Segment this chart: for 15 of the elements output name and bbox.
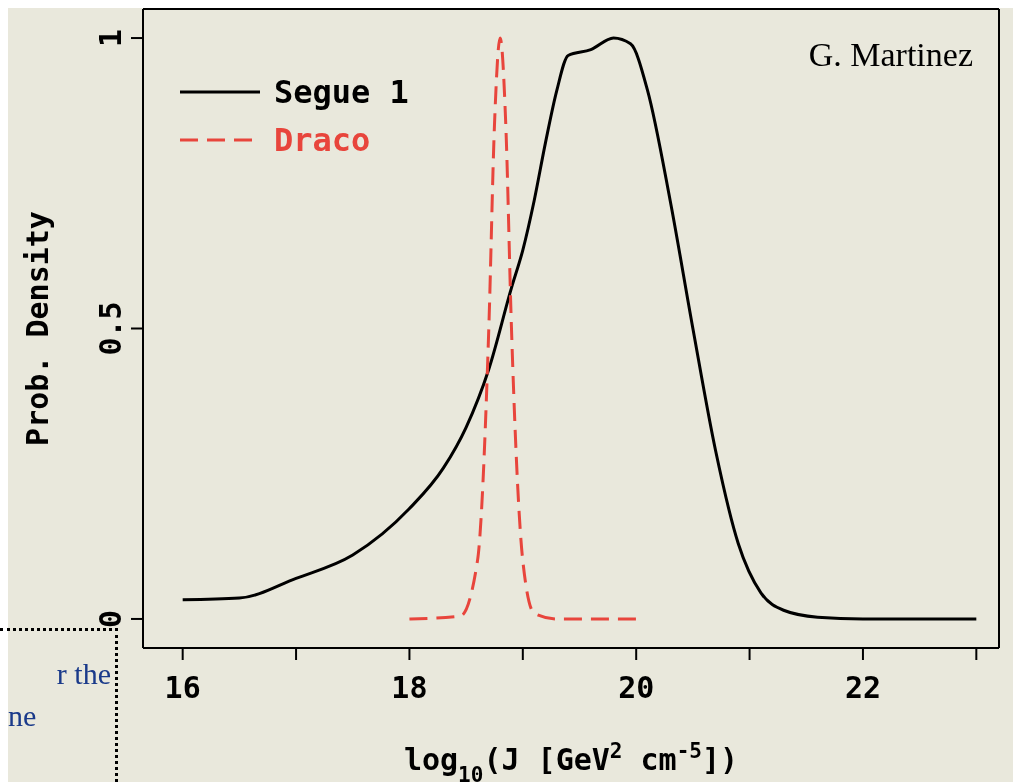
y-tick-label: 0.5 xyxy=(93,301,128,356)
legend-label: Segue 1 xyxy=(274,73,409,111)
x-tick-label: 20 xyxy=(618,670,655,705)
line-series xyxy=(181,36,978,621)
annotation: G. Martinez xyxy=(808,36,973,74)
x-tick-label: 18 xyxy=(391,670,428,705)
y-tick-label: 1 xyxy=(93,29,128,48)
line-series xyxy=(407,36,638,621)
x-axis-title: log$_{10}$(J [GeV$^{2}$ cm$^{-5}$]) xyxy=(403,739,739,782)
x-tick-label: 22 xyxy=(844,670,882,705)
y-axis-title: Prob. Density xyxy=(20,211,55,446)
dotted-text-box: r the ne xyxy=(0,628,118,782)
y-tick-label: 0 xyxy=(93,609,128,628)
x-tick-label: 16 xyxy=(164,670,201,705)
legend-label: Draco xyxy=(274,121,371,159)
